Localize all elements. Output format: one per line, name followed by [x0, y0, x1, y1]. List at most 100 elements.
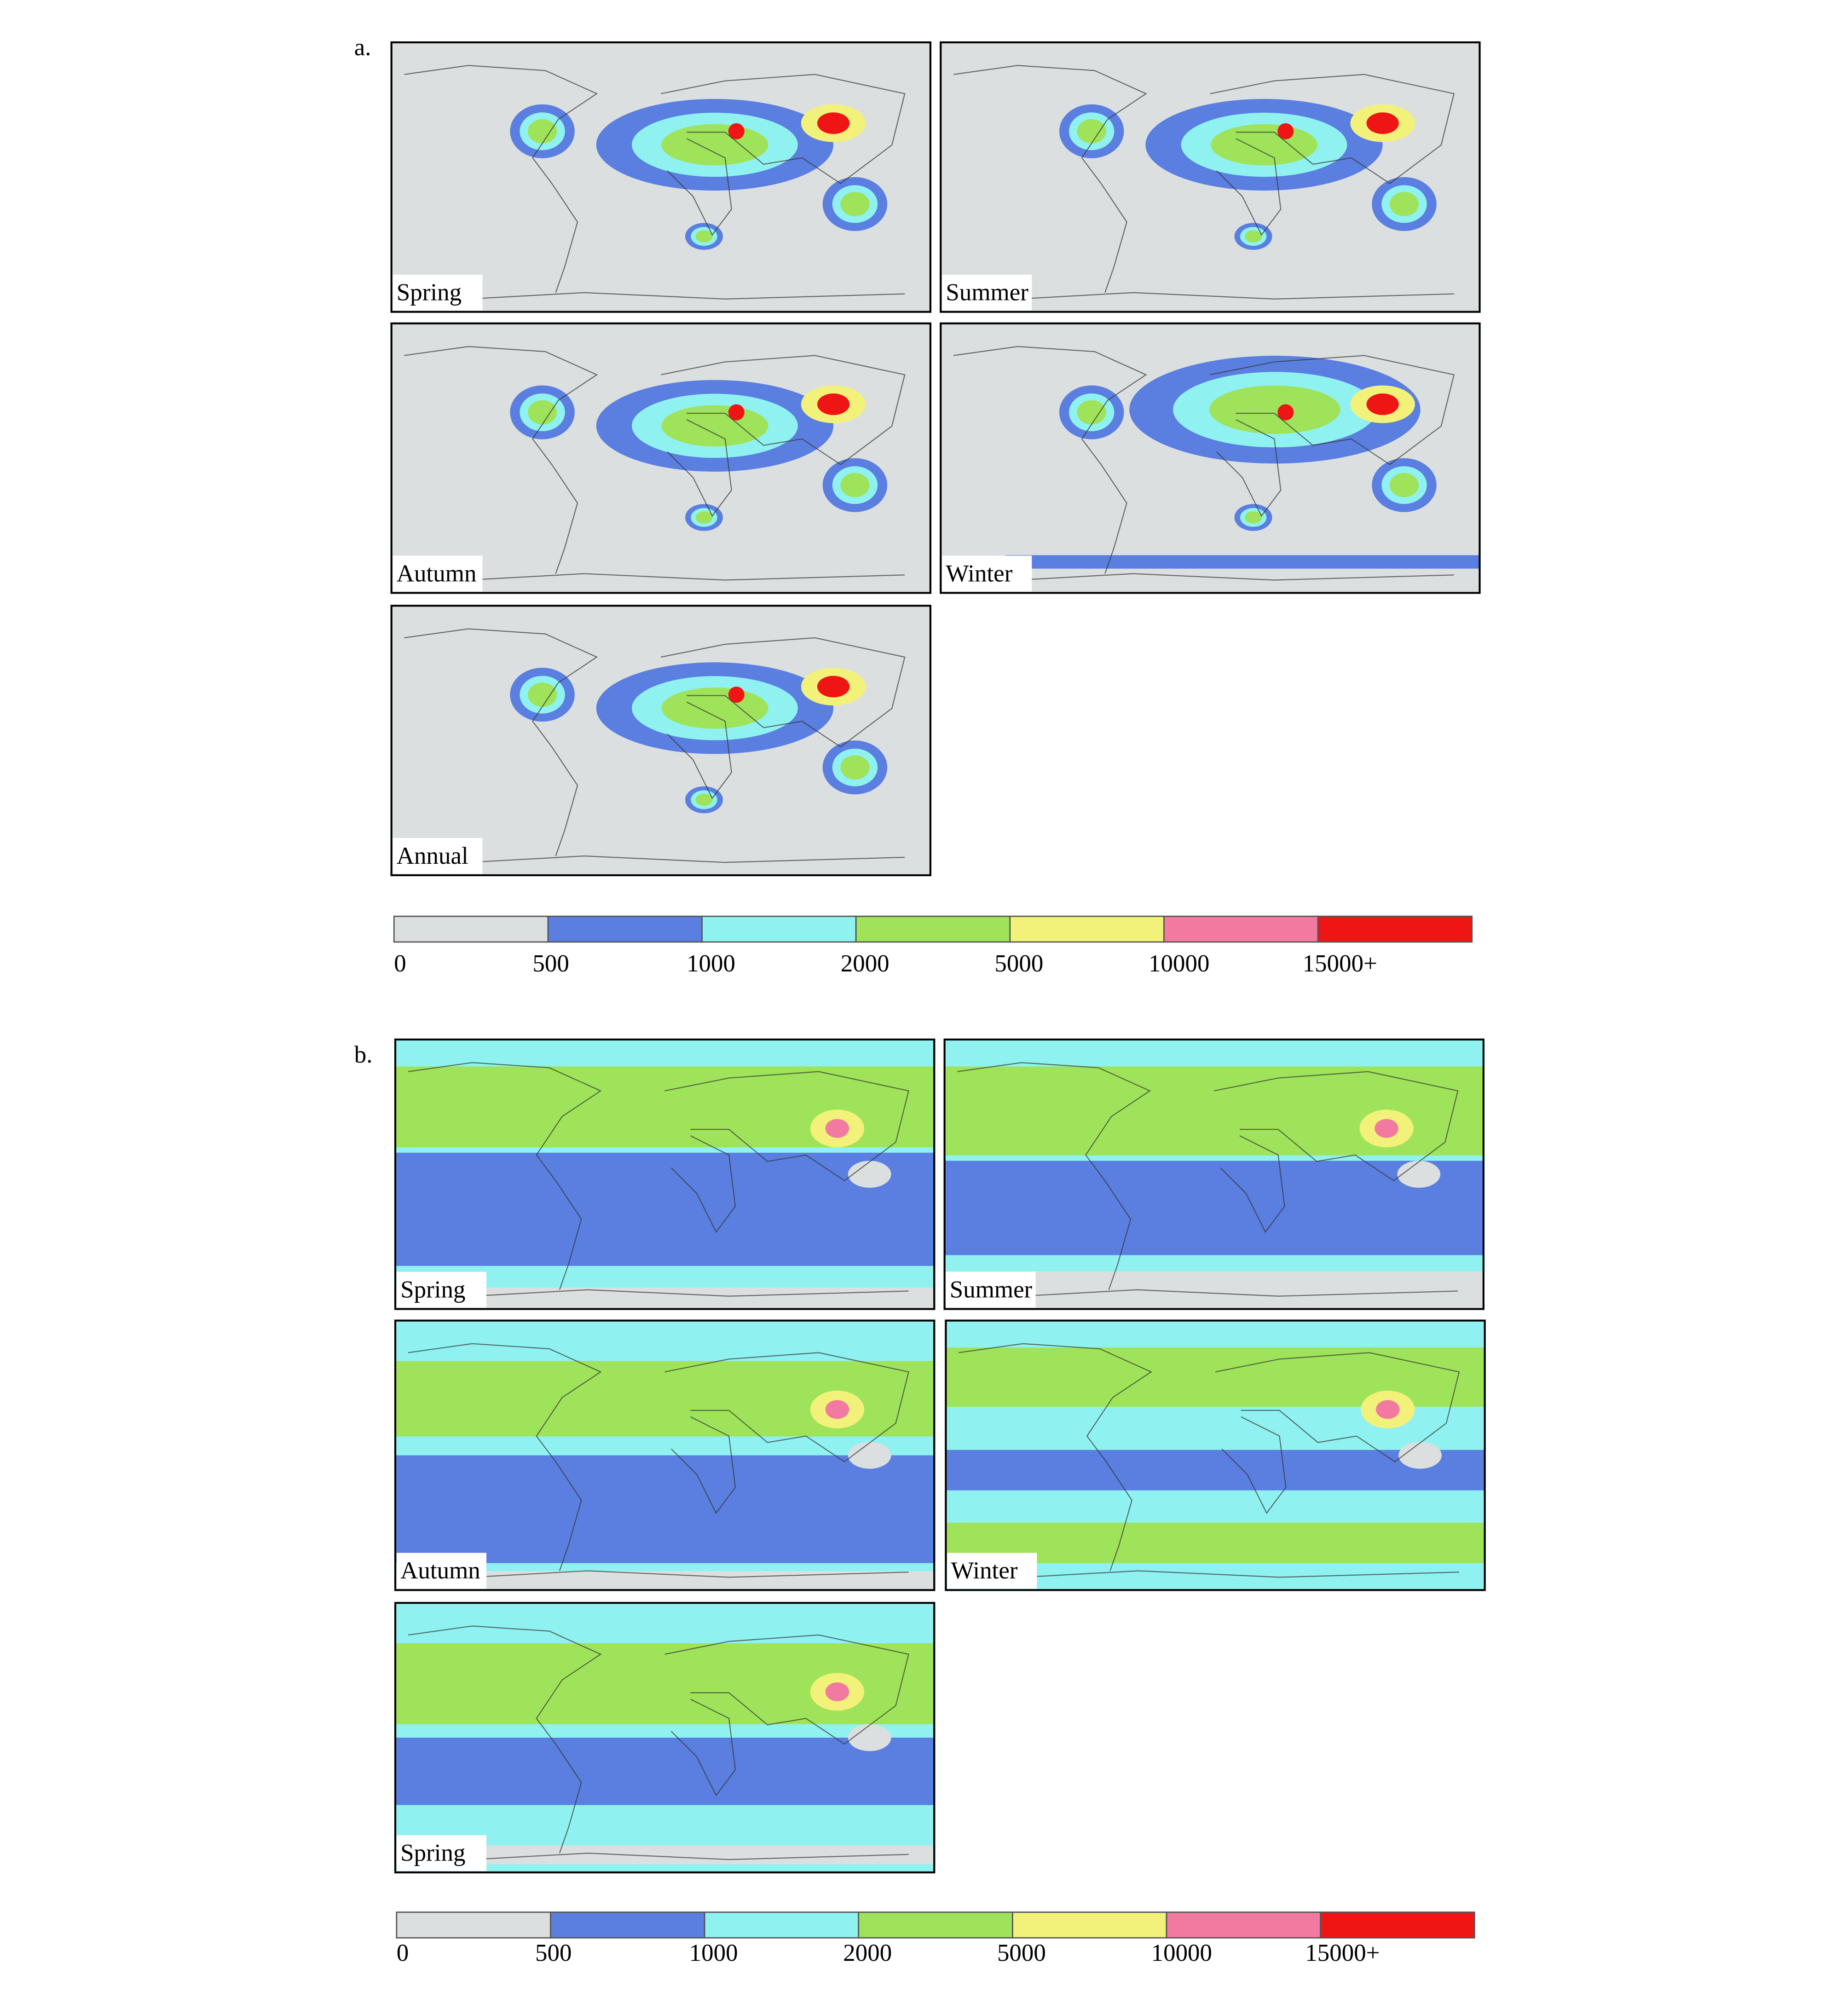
coastline: [953, 65, 1147, 184]
map-label-box: [393, 274, 483, 311]
coastline: [1017, 573, 1454, 581]
legend-swatch: [858, 1911, 1013, 1939]
map-layer: [391, 606, 930, 875]
map-region: [848, 1442, 891, 1469]
legend-label: 500: [535, 1940, 572, 1966]
map-region: [728, 123, 745, 139]
map-frame: [390, 605, 932, 877]
map-region: [1366, 112, 1399, 134]
map-frame: [394, 1602, 936, 1873]
map-region: [848, 1724, 891, 1751]
map-layer: [395, 1603, 935, 1872]
map-panel: Spring: [390, 41, 932, 313]
map-region: [1389, 473, 1419, 497]
map-region: [840, 755, 870, 780]
map-layer: [941, 323, 1480, 593]
legend-swatch: [396, 1911, 551, 1939]
map-region: [1374, 1119, 1398, 1138]
map-label-box: [942, 555, 1032, 592]
map-panel: Winter: [940, 322, 1481, 594]
map-region: [1366, 393, 1399, 415]
map-region: [825, 1682, 849, 1701]
map-region: [1211, 124, 1317, 166]
map-label-box: [396, 1271, 487, 1308]
coastline: [551, 183, 578, 293]
map-layer: [941, 42, 1480, 312]
map-region: [695, 230, 713, 243]
legend-label: 1000: [687, 950, 735, 977]
map-layer: [391, 323, 930, 593]
legend-swatch: [701, 915, 857, 943]
legend-swatch: [704, 1911, 860, 1939]
map-frame: [940, 322, 1481, 594]
map-region: [661, 688, 768, 729]
coastline: [551, 746, 578, 856]
map-panel: Spring: [394, 1602, 936, 1873]
coastline: [661, 74, 906, 185]
legend-label: 2000: [843, 1940, 892, 1966]
legend-label: 10000: [1151, 1940, 1212, 1966]
map-region: [1397, 1161, 1441, 1188]
legend-swatch: [1320, 1911, 1475, 1939]
map-region: [1376, 1400, 1400, 1419]
legend-swatch: [1317, 915, 1473, 943]
coastline: [1106, 1461, 1132, 1571]
coastline: [1104, 1180, 1132, 1290]
map-label-box: [396, 1553, 487, 1589]
map-region: [817, 112, 850, 134]
coastline: [555, 1180, 582, 1290]
map-panel: Spring: [394, 1038, 936, 1310]
coastline: [404, 628, 598, 747]
coastline: [1021, 1289, 1458, 1297]
map-frame: [940, 41, 1481, 313]
coastline: [667, 701, 732, 799]
map-region: [1277, 123, 1294, 139]
map-region: [1389, 192, 1419, 216]
map-region: [1245, 230, 1262, 243]
map-region: [527, 400, 557, 425]
map-layer: [944, 1039, 1484, 1309]
coastline: [1215, 1352, 1460, 1462]
map-region: [1209, 385, 1340, 434]
map-panel: Annual: [390, 605, 932, 877]
coastline: [1216, 138, 1282, 236]
coastline: [1220, 1135, 1285, 1233]
coastline: [664, 1634, 909, 1745]
map-label: Spring: [397, 279, 462, 306]
legend-label: 10000: [1149, 950, 1209, 977]
coastline: [404, 346, 598, 465]
map-region: [817, 393, 850, 415]
legend-swatch: [547, 915, 703, 943]
map-label-box: [947, 1553, 1037, 1589]
map-region: [944, 1161, 1484, 1255]
map-label: Winter: [951, 1557, 1018, 1584]
map-panel: Autumn: [390, 322, 932, 594]
map-label-box: [942, 274, 1032, 311]
map-region: [825, 1119, 849, 1138]
map-region: [661, 405, 768, 447]
coastline: [555, 1461, 582, 1571]
map-region: [395, 1455, 935, 1563]
map-panel: Autumn: [394, 1319, 936, 1591]
panel-label: b.: [354, 1041, 373, 1068]
map-region: [695, 511, 713, 524]
map-region: [1245, 511, 1262, 524]
coastline: [1017, 292, 1454, 300]
map-frame: [394, 1038, 936, 1310]
map-region: [695, 793, 713, 806]
coastline: [472, 1289, 909, 1297]
coastline: [667, 419, 732, 517]
legend-swatch: [550, 1911, 705, 1939]
map-label: Summer: [950, 1276, 1033, 1303]
legend-label: 15000+: [1303, 950, 1377, 977]
map-label: Winter: [946, 560, 1012, 587]
map-panel: Summer: [940, 41, 1481, 313]
map-label: Annual: [397, 843, 468, 869]
coastline: [404, 65, 598, 184]
coastline: [468, 855, 905, 863]
map-region: [1077, 119, 1106, 144]
coastline: [408, 1062, 602, 1181]
map-region: [1005, 555, 1480, 569]
map-region: [848, 1161, 891, 1188]
